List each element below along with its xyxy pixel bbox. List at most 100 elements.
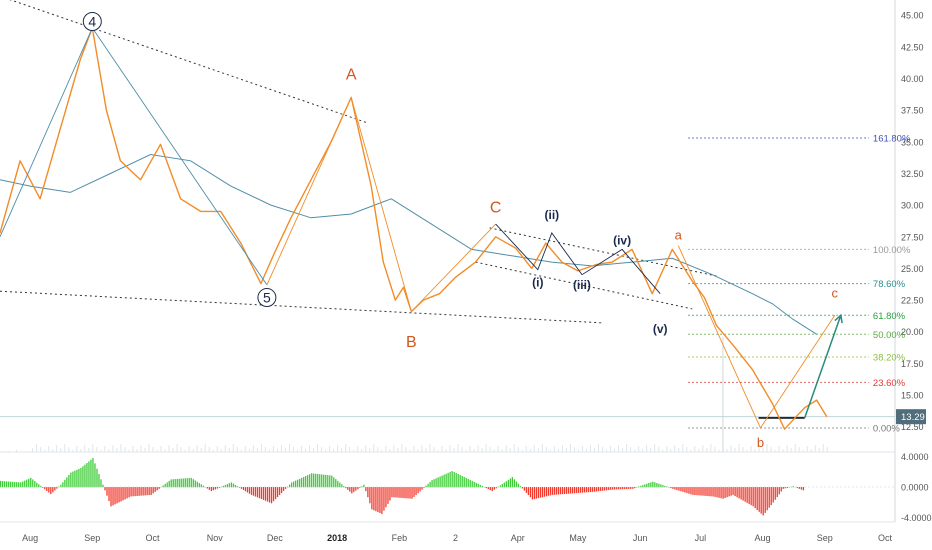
oscillator-bar	[80, 467, 82, 488]
volume-bar	[626, 444, 628, 452]
oscillator-bar	[182, 478, 184, 488]
volume-bar	[822, 444, 824, 452]
oscillator-bar	[10, 481, 12, 488]
oscillator-bar	[236, 486, 239, 488]
volume-bar	[521, 450, 523, 452]
volume-bar	[60, 448, 62, 452]
volume-bar	[782, 449, 784, 452]
oscillator-bar	[345, 487, 347, 489]
volume-bar	[152, 447, 154, 452]
price-axis: 45.00 42.50 40.00 37.50 35.00 32.50 30.00 27.50…	[901, 11, 924, 432]
volume-bar	[630, 447, 632, 452]
oscillator-bar	[606, 487, 608, 491]
oscillator-bar	[325, 474, 327, 488]
oscillator-bar	[96, 468, 98, 488]
oscillator-bar	[722, 487, 724, 499]
volume-bar	[545, 447, 547, 452]
volume-bar	[610, 446, 612, 452]
oscillator-bar	[174, 479, 176, 488]
impulse-wave-zigzag	[0, 26, 268, 286]
oscillator-bar	[415, 487, 417, 496]
oscillator-bar	[60, 484, 62, 488]
oscillator-bar	[656, 483, 658, 488]
oscillator-bar	[555, 487, 558, 495]
volume-bar	[112, 445, 114, 452]
oscillator-bar	[156, 487, 158, 491]
abc-projection-zigzag	[677, 245, 836, 429]
subwave-zigzag	[495, 223, 661, 294]
wave-label: (iv)	[613, 234, 631, 248]
oscillator-bar	[489, 487, 491, 491]
oscillator-bar	[321, 474, 323, 488]
oscillator-bar	[401, 487, 403, 498]
volume-bar	[441, 446, 443, 452]
time-tick-label: 2018	[327, 533, 347, 543]
oscillator-bar	[511, 477, 514, 488]
time-axis: Aug Sep Oct Nov Dec 2018 Feb 2 Apr May Jun Jul Aug Se…	[22, 533, 892, 543]
volume-bar	[742, 447, 744, 452]
oscillator-bar	[290, 482, 293, 488]
elliott-wave-labels: 4 5 A B C (i) (ii) (iii) (iv) (v) a b c	[82, 12, 839, 450]
oscillator-bar	[323, 474, 325, 488]
oscillator-tick-label: -4.0000	[901, 513, 932, 523]
oscillator-bar	[509, 478, 512, 488]
oscillator-bar	[459, 474, 461, 488]
volume-bar	[666, 446, 668, 452]
volume-bar	[212, 450, 214, 452]
fibonacci-level-label: 38.20%	[873, 353, 906, 364]
oscillator-bar	[487, 487, 489, 490]
oscillator-bar	[533, 487, 536, 500]
volume-bar	[537, 448, 539, 452]
oscillator-bar	[495, 487, 497, 489]
oscillator-bar	[411, 487, 413, 499]
oscillator-bar	[176, 478, 178, 488]
oscillator-bar	[188, 478, 190, 488]
price-tick-label: 40.00	[901, 74, 924, 84]
volume-bar	[76, 446, 78, 452]
volume-bar	[252, 445, 254, 452]
oscillator-bar	[551, 487, 554, 495]
oscillator-bar	[389, 487, 391, 501]
volume-bar	[473, 449, 475, 452]
volume-bar	[794, 444, 796, 452]
oscillator-bar	[311, 473, 313, 488]
oscillator-bar	[22, 481, 24, 488]
volume-bar	[180, 447, 182, 452]
oscillator-bar	[620, 487, 622, 490]
time-tick-label: Feb	[392, 533, 408, 543]
volume-bar	[569, 444, 571, 452]
oscillator-bar	[206, 487, 208, 489]
oscillator-bar	[646, 483, 648, 488]
oscillator-bar	[76, 469, 78, 488]
volume-bar	[774, 450, 776, 452]
oscillator-bar	[146, 487, 148, 496]
volume-bar	[240, 450, 242, 452]
volume-bar	[770, 447, 772, 452]
volume-bar	[433, 447, 435, 452]
oscillator-bar	[294, 480, 297, 488]
oscillator-bar	[618, 487, 620, 490]
oscillator-bar	[70, 472, 72, 488]
oscillator-bar	[292, 481, 295, 488]
volume-bar	[670, 449, 672, 452]
oscillator-bar	[158, 487, 160, 489]
oscillator-bar	[736, 487, 738, 498]
volume-bar	[264, 447, 266, 452]
volume-bar	[469, 446, 471, 452]
price-tick-label: 25.00	[901, 264, 924, 274]
trendlines	[0, 0, 895, 419]
oscillator-bar	[128, 487, 130, 498]
volume-bar	[614, 449, 616, 452]
wave-label: (v)	[653, 322, 668, 336]
oscillator-bar	[706, 487, 708, 496]
volume-bar	[565, 448, 567, 452]
oscillator-bar	[762, 487, 764, 516]
oscillator-bar	[208, 487, 210, 490]
price-tick-label: 32.50	[901, 169, 924, 179]
volume-bar	[585, 449, 587, 452]
oscillator-bar	[752, 487, 754, 507]
volume-bar	[826, 447, 828, 452]
oscillator-bar	[507, 479, 510, 488]
volume-bar	[517, 447, 519, 452]
volume-bar	[449, 445, 451, 452]
